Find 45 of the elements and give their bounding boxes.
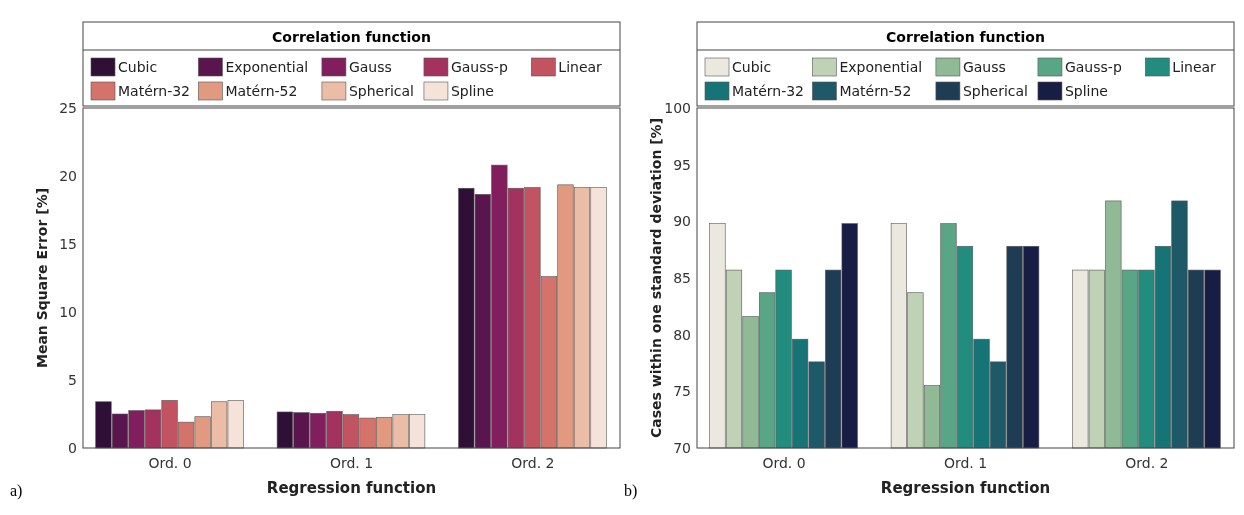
legend-label: Spline [450, 83, 494, 99]
x-axis-title: Regression function [266, 479, 437, 497]
y-tick-label: 0 [68, 440, 77, 456]
y-tick-label: 75 [673, 383, 691, 400]
x-axis-title: Regression function [880, 479, 1051, 497]
legend-label: Cubic [118, 59, 158, 75]
legend-label: Linear [1172, 59, 1217, 75]
x-tick-label: Ord. 1 [329, 455, 374, 471]
legend-label: Cubic [732, 59, 772, 75]
y-axis-title: Mean Square Error [%] [34, 187, 50, 369]
y-tick-label: 85 [673, 270, 691, 286]
y-tick-label: 100 [664, 100, 691, 116]
y-tick-label: 90 [673, 213, 691, 230]
legend-label: Spherical [348, 83, 414, 99]
legend-label: Gauss-p [450, 59, 508, 75]
legend-label: Matérn-32 [118, 83, 191, 99]
y-tick-label: 10 [59, 304, 77, 320]
y-tick-label: 70 [673, 440, 691, 456]
y-tick-label: 95 [673, 156, 691, 173]
legend-label: Exponential [225, 59, 309, 75]
x-tick-label: Ord. 2 [1125, 455, 1169, 471]
legend-label: Gauss [962, 59, 1006, 75]
text: a) [10, 482, 23, 500]
text: b) [624, 482, 638, 500]
legend-label: Spline [1064, 83, 1108, 99]
y-tick-label: 20 [59, 168, 77, 184]
y-tick-label: 25 [59, 100, 77, 116]
x-tick-label: Ord. 1 [943, 455, 988, 471]
legend-label: Linear [558, 59, 603, 75]
y-axis-title: Cases within one standard deviation [%] [648, 117, 664, 439]
legend-label: Exponential [839, 59, 923, 75]
legend-label: Gauss-p [1064, 59, 1122, 75]
x-tick-label: Ord. 2 [511, 455, 555, 471]
y-tick-label: 5 [68, 372, 77, 388]
x-tick-label: Ord. 0 [762, 455, 806, 471]
legend-label: Spherical [962, 83, 1028, 99]
y-tick-label: 15 [59, 236, 77, 252]
legend-label: Matérn-32 [732, 83, 805, 99]
y-tick-label: 80 [673, 326, 691, 343]
legend-title: Correlation function [886, 29, 1045, 45]
legend-title: Correlation function [272, 29, 431, 45]
x-tick-label: Ord. 0 [148, 455, 192, 471]
legend-label: Matérn-52 [839, 83, 912, 99]
legend-label: Matérn-52 [225, 83, 298, 99]
legend-label: Gauss [348, 59, 392, 75]
